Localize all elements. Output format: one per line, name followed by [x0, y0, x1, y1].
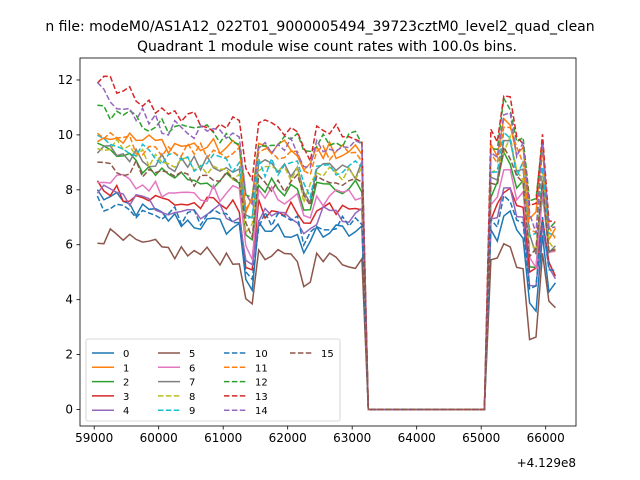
legend-label-15: 15 — [321, 349, 334, 360]
chart-title: Quadrant 1 module wise count rates with … — [137, 39, 517, 55]
x-tick-label-60000: 60000 — [140, 431, 178, 445]
series-line-13 — [96, 75, 556, 411]
x-tick-label-65000: 65000 — [462, 431, 500, 445]
y-tick-label-2: 2 — [65, 348, 73, 362]
plot-frame — [79, 57, 577, 427]
legend-label-4: 4 — [123, 406, 129, 417]
legend-label-10: 10 — [255, 349, 268, 360]
series-line-14 — [96, 81, 556, 411]
x-tick-label-66000: 66000 — [527, 431, 565, 445]
y-tick-label-6: 6 — [65, 238, 73, 252]
series-line-15 — [97, 144, 556, 411]
legend-label-9: 9 — [189, 406, 195, 417]
legend-label-3: 3 — [123, 392, 129, 403]
legend-label-11: 11 — [255, 363, 268, 374]
x-tick-label-62000: 62000 — [269, 431, 307, 445]
legend-label-12: 12 — [255, 378, 268, 389]
legend-label-1: 1 — [123, 363, 129, 374]
x-axis-offset-label: +4.129e8 — [517, 456, 576, 470]
legend-label-6: 6 — [189, 363, 195, 374]
legend-label-5: 5 — [189, 349, 195, 360]
plot-area: 59000 60000 61000 62000 63000 64000 65000 66000… — [58, 57, 577, 445]
legend-label-0: 0 — [123, 349, 129, 360]
y-tick-label-8: 8 — [65, 183, 73, 197]
legend-label-7: 7 — [189, 378, 195, 389]
x-tick-label-63000: 63000 — [333, 431, 371, 445]
y-tick-label-10: 10 — [58, 128, 73, 142]
y-tick-label-4: 4 — [65, 293, 73, 307]
series-line-10 — [96, 194, 556, 411]
x-tick-label-64000: 64000 — [398, 431, 436, 445]
x-tick-label-59000: 59000 — [75, 431, 113, 445]
legend-label-13: 13 — [255, 392, 268, 403]
legend-box — [85, 338, 341, 422]
legend-label-2: 2 — [123, 378, 129, 389]
legend-label-8: 8 — [189, 392, 195, 403]
x-tick-label-61000: 61000 — [204, 431, 242, 445]
y-tick-label-12: 12 — [58, 73, 73, 87]
y-tick-label-0: 0 — [65, 403, 73, 417]
legend-label-14: 14 — [255, 406, 268, 417]
figure-suptitle: n file: modeM0/AS1A12_022T01_9000005494_… — [45, 19, 594, 35]
